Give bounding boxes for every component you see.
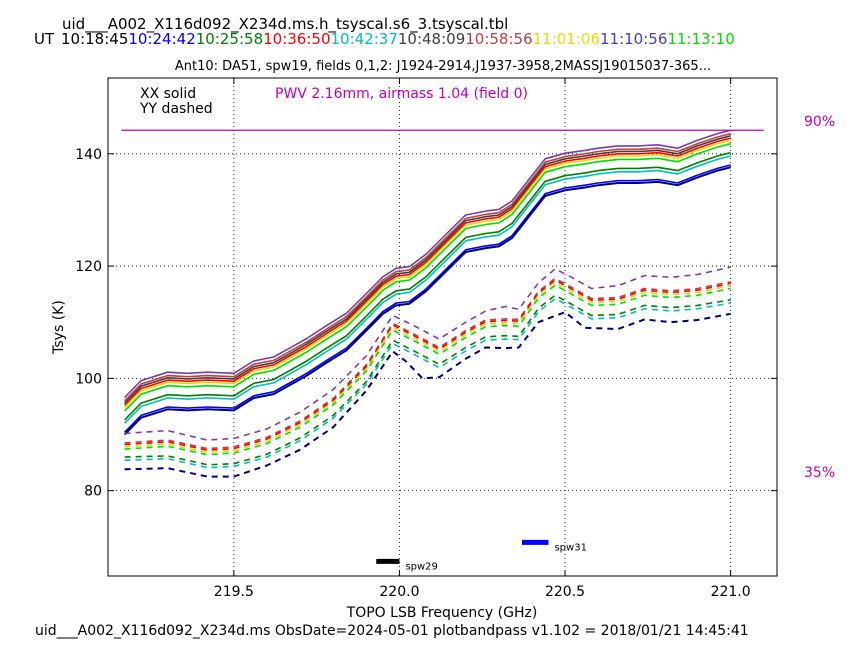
axis-ticks: 219.5 220.0 220.5 221.0 80 100 120 140 [75, 78, 777, 600]
series-lines [123, 129, 731, 478]
ut-time-3: 10:36:50 [263, 30, 330, 48]
spw-marker-label: spw29 [405, 561, 437, 572]
ut-label: UT [34, 30, 55, 48]
series-line-dashed-15 [124, 294, 731, 466]
right-label-35: 35% [804, 465, 835, 481]
spw-marker-label: spw31 [554, 542, 586, 553]
plot-title: uid___A002_X116d092_X234d.ms.h_tsyscal.s… [62, 15, 508, 34]
ut-time-1: 10:24:42 [128, 30, 195, 48]
series-line-solid-5 [124, 142, 731, 412]
right-label-90: 90% [804, 114, 835, 130]
x-tick-label: 221.0 [711, 584, 751, 600]
x-tick-label: 219.5 [214, 584, 254, 600]
series-line-dashed-16 [124, 297, 731, 469]
y-axis-label: Tsys (K) [51, 300, 67, 355]
series-line-solid-9 [123, 166, 731, 436]
series-line-dashed-14 [124, 284, 731, 456]
ut-time-list: 10:18:4510:24:4210:25:5810:36:5010:42:37… [61, 30, 735, 48]
series-line-solid-6 [124, 151, 731, 421]
series-line-solid-0 [124, 129, 731, 399]
series-line-dashed-11 [124, 277, 731, 450]
series-line-solid-4 [124, 139, 731, 409]
pwv-label: PWV 2.16mm, airmass 1.04 (field 0) [275, 86, 528, 102]
y-tick-label: 120 [75, 259, 102, 275]
ut-time-4: 10:42:37 [331, 30, 398, 48]
axes-frame [107, 77, 778, 577]
series-line-solid-1 [124, 132, 731, 402]
series-line-dashed-12 [124, 279, 731, 451]
plot-subtitle: Ant10: DA51, spw19, fields 0,1,2: J1924-… [175, 59, 711, 74]
ut-time-5: 10:48:09 [398, 30, 465, 48]
ut-time-6: 10:58:56 [465, 30, 532, 48]
ut-time-7: 11:01:06 [533, 30, 600, 48]
grid-lines [108, 78, 777, 576]
series-line-dashed-17 [124, 311, 731, 478]
y-tick-label: 80 [84, 484, 102, 500]
series-line-dashed-10 [124, 266, 731, 441]
series-line-solid-2 [124, 135, 731, 404]
series-line-solid-8 [124, 164, 731, 433]
ut-time-8: 11:10:56 [600, 30, 667, 48]
legend-xx: XX solid [140, 86, 196, 102]
ut-time-0: 10:18:45 [61, 30, 128, 48]
ut-time-9: 11:13:10 [667, 30, 734, 48]
x-tick-label: 220.5 [545, 584, 585, 600]
y-tick-label: 100 [75, 371, 102, 387]
series-line-solid-7 [124, 155, 731, 424]
footer-info: uid___A002_X116d092_X234d.ms ObsDate=202… [35, 623, 749, 639]
x-axis-label: TOPO LSB Frequency (GHz) [346, 605, 538, 621]
series-line-solid-3 [124, 137, 731, 406]
plot-annotations: spw29 spw31 [121, 129, 764, 572]
x-tick-label: 220.0 [379, 584, 419, 600]
series-line-dashed-13 [124, 281, 731, 454]
ut-time-2: 10:25:58 [196, 30, 263, 48]
y-tick-label: 140 [75, 147, 102, 163]
legend-yy: YY dashed [139, 101, 213, 117]
